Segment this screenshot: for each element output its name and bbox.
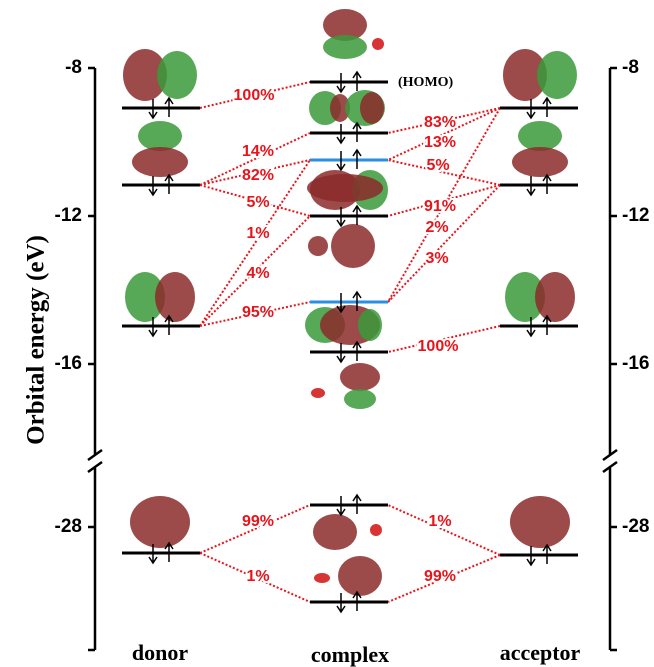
tick-label: -8 [65, 57, 82, 78]
percent-label: 13% [424, 134, 456, 151]
percent-label: 1% [428, 513, 451, 530]
orbital-lobe [323, 35, 367, 59]
orbital-lobe [358, 309, 382, 341]
orbital-lobe [372, 38, 384, 50]
percent-label: 14% [242, 143, 274, 160]
orbital-lobe [157, 51, 197, 99]
percent-label: 100% [234, 87, 275, 104]
percent-label: 99% [424, 568, 456, 585]
percent-label: 83% [424, 114, 456, 131]
tick-label: -12 [622, 205, 649, 226]
column-label: donor [132, 640, 188, 665]
left-axis [88, 68, 95, 650]
percent-label: 1% [246, 568, 269, 585]
orbital-lobe [311, 388, 325, 398]
orbital-lobe [512, 147, 568, 177]
tick-label: -28 [55, 516, 82, 537]
orbital-lobe [307, 174, 383, 202]
correlation-line [200, 160, 310, 326]
orbital-lobe [132, 147, 188, 177]
right-axis [610, 68, 617, 650]
percent-label: 1% [246, 225, 269, 242]
orbital-lobe [518, 121, 562, 151]
orbital-lobe [510, 496, 570, 548]
column-label: complex [311, 642, 389, 667]
tick-label: -12 [55, 205, 82, 226]
percent-label: 5% [426, 157, 449, 174]
tick-label: -16 [622, 353, 649, 374]
orbital-lobe [535, 272, 575, 322]
orbital-lobe [331, 224, 375, 268]
percent-label: 100% [418, 338, 459, 355]
tick-label: -16 [55, 353, 82, 374]
orbital-lobe [138, 121, 182, 151]
orbital-lobe [360, 92, 384, 124]
tick-label: -8 [622, 57, 639, 78]
orbital-lobe [308, 236, 328, 256]
orbital-lobe [344, 389, 376, 409]
axis-label: Orbital energy (eV) [23, 235, 50, 445]
orbital-lobe [537, 51, 577, 99]
homo-label: (HOMO) [398, 75, 454, 90]
orbital-lobe [130, 496, 190, 548]
percent-label: 5% [246, 194, 269, 211]
column-label: acceptor [500, 640, 581, 665]
orbital-lobe [314, 573, 330, 583]
orbital-lobe [313, 514, 357, 550]
percent-label: 99% [242, 513, 274, 530]
orbital-lobe [340, 363, 380, 391]
percent-label: 91% [424, 198, 456, 215]
percent-label: 95% [242, 304, 274, 321]
percent-label: 2% [425, 219, 448, 236]
tick-label: -28 [622, 516, 649, 537]
orbital-lobe [338, 556, 382, 596]
percent-label: 4% [246, 265, 269, 282]
orbital-lobe [370, 524, 382, 536]
percent-label: 82% [242, 167, 274, 184]
orbital-lobe [155, 272, 195, 322]
percent-label: 3% [425, 250, 448, 267]
orbital-diagram: Orbital energy (eV) -8 -12 -16 -28 -8 -1… [0, 0, 654, 667]
